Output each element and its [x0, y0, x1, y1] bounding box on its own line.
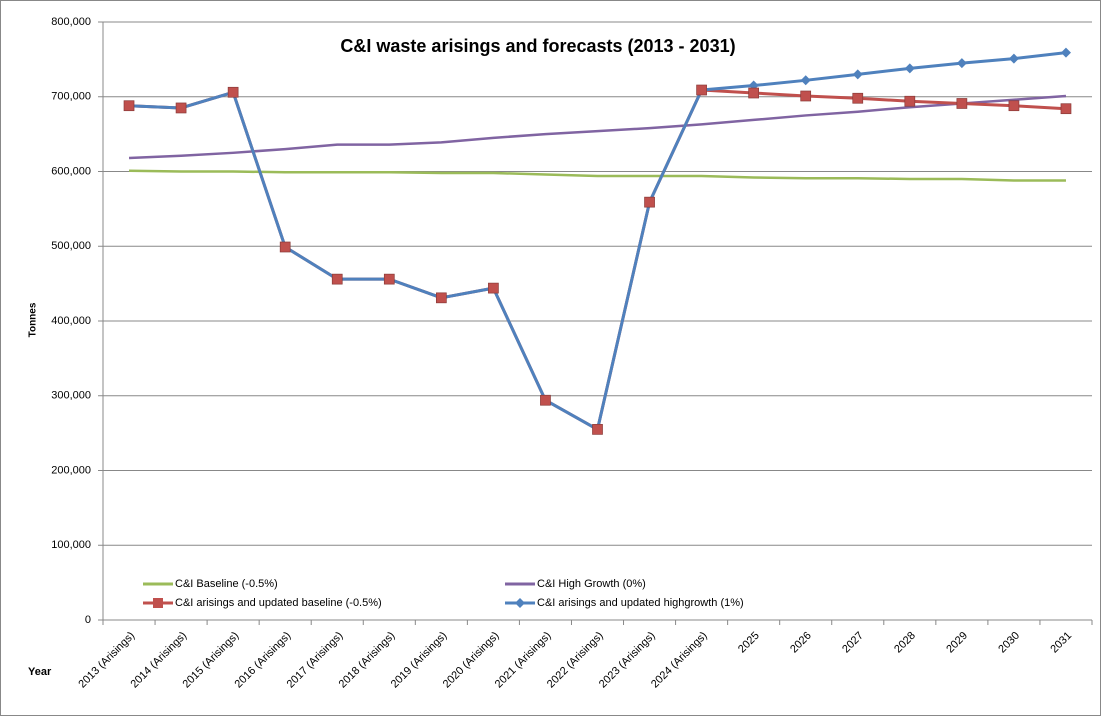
- y-tick-label: 400,000: [51, 315, 91, 327]
- data-point: [852, 92, 864, 104]
- data-point: [1008, 53, 1019, 64]
- data-point: [956, 58, 967, 69]
- y-tick-label: 500,000: [51, 240, 91, 252]
- data-point: [748, 87, 760, 99]
- series-line: [128, 94, 1067, 160]
- data-point: [696, 84, 707, 96]
- chart-title: C&I waste arisings and forecasts (2013 -…: [340, 36, 735, 56]
- y-tick-label: 800,000: [51, 16, 91, 28]
- legend-label: C&I arisings and updated baseline (-0.5%…: [175, 597, 382, 609]
- data-point: [800, 75, 811, 86]
- data-point: [1008, 100, 1020, 112]
- y-tick-label: 300,000: [51, 390, 91, 402]
- data-point: [227, 86, 239, 98]
- data-point: [123, 100, 135, 112]
- data-point: [956, 98, 968, 109]
- data-point: [904, 63, 915, 74]
- data-point: [592, 424, 603, 435]
- data-point: [852, 69, 863, 80]
- legend-marker: [515, 598, 525, 608]
- y-tick-label: 200,000: [51, 464, 91, 476]
- data-point: [279, 241, 291, 253]
- y-tick-label: 700,000: [51, 91, 91, 103]
- legend-label: C&I Baseline (-0.5%): [175, 578, 278, 590]
- data-point: [488, 282, 499, 294]
- legend-label: C&I arisings and updated highgrowth (1%): [537, 597, 744, 609]
- y-tick-label: 0: [85, 614, 91, 626]
- legend-label: C&I High Growth (0%): [537, 578, 646, 590]
- data-point: [435, 292, 447, 304]
- series-line: [129, 169, 1066, 182]
- y-tick-label: 100,000: [51, 539, 91, 551]
- data-point: [175, 102, 187, 114]
- legend-marker: [153, 598, 163, 608]
- x-axis-label: Year: [28, 666, 52, 678]
- data-point: [540, 394, 551, 406]
- data-point: [904, 95, 916, 107]
- data-point: [1060, 47, 1071, 58]
- data-point: [800, 90, 812, 102]
- y-tick-label: 600,000: [51, 165, 91, 177]
- data-point: [1060, 103, 1072, 115]
- data-point: [644, 196, 655, 208]
- data-point: [331, 273, 343, 285]
- data-point: [383, 273, 395, 285]
- y-axis-label: Tonnes: [28, 302, 39, 337]
